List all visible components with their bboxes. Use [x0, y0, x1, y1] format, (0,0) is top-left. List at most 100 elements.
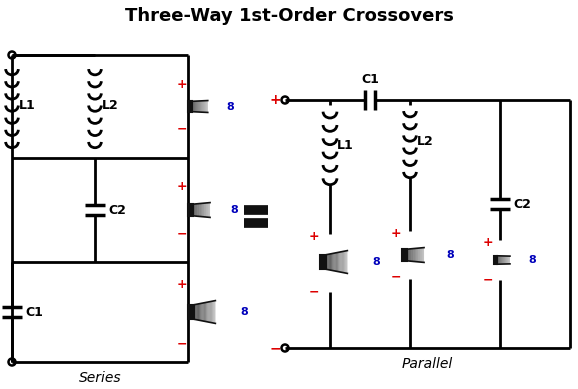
Polygon shape — [207, 100, 208, 112]
Polygon shape — [200, 303, 201, 321]
Text: −: − — [269, 341, 281, 355]
Polygon shape — [202, 203, 203, 217]
Text: +: + — [309, 230, 319, 242]
Polygon shape — [423, 248, 424, 263]
Polygon shape — [200, 101, 201, 112]
Polygon shape — [417, 248, 418, 262]
Polygon shape — [199, 304, 200, 321]
Polygon shape — [410, 249, 411, 261]
Text: +: + — [177, 179, 187, 193]
Polygon shape — [413, 249, 414, 261]
Polygon shape — [208, 302, 209, 322]
Polygon shape — [415, 248, 416, 262]
Polygon shape — [328, 254, 329, 270]
Polygon shape — [201, 303, 202, 321]
Polygon shape — [206, 101, 207, 112]
Text: −: − — [309, 286, 319, 298]
Polygon shape — [209, 203, 210, 217]
Polygon shape — [203, 101, 204, 112]
Polygon shape — [202, 101, 203, 112]
Polygon shape — [201, 203, 202, 217]
Polygon shape — [192, 204, 193, 216]
Polygon shape — [197, 204, 198, 216]
Polygon shape — [193, 101, 194, 112]
Polygon shape — [420, 248, 421, 262]
Polygon shape — [339, 252, 340, 272]
Polygon shape — [210, 301, 211, 322]
Text: Parallel: Parallel — [402, 357, 453, 371]
Polygon shape — [211, 301, 212, 323]
Polygon shape — [194, 305, 195, 319]
Bar — [320, 255, 326, 269]
Polygon shape — [346, 251, 347, 273]
Polygon shape — [409, 249, 410, 261]
Text: 8: 8 — [446, 250, 454, 260]
Polygon shape — [412, 249, 413, 261]
Polygon shape — [194, 204, 195, 216]
Bar — [188, 101, 192, 112]
Text: Series: Series — [79, 371, 121, 385]
Polygon shape — [202, 303, 203, 321]
Polygon shape — [344, 251, 346, 273]
Polygon shape — [204, 303, 205, 321]
Polygon shape — [197, 304, 198, 320]
Text: L2: L2 — [417, 135, 434, 148]
Bar — [188, 204, 192, 216]
Polygon shape — [408, 249, 409, 261]
Text: +: + — [177, 78, 187, 91]
Text: +: + — [177, 277, 187, 291]
Polygon shape — [411, 249, 412, 261]
Polygon shape — [198, 203, 199, 216]
Text: 8: 8 — [230, 205, 238, 215]
Polygon shape — [195, 204, 196, 216]
Polygon shape — [407, 249, 408, 261]
Polygon shape — [340, 252, 342, 272]
Bar — [494, 256, 497, 264]
Text: 8: 8 — [240, 307, 248, 317]
Polygon shape — [422, 248, 423, 262]
Text: +: + — [269, 93, 281, 107]
Polygon shape — [343, 251, 344, 273]
Polygon shape — [342, 251, 343, 273]
Polygon shape — [207, 302, 208, 322]
Text: −: − — [177, 338, 187, 350]
Polygon shape — [206, 302, 207, 322]
Polygon shape — [213, 301, 214, 323]
Polygon shape — [209, 301, 210, 322]
Polygon shape — [192, 101, 193, 112]
Polygon shape — [418, 248, 419, 262]
Text: L2: L2 — [102, 99, 118, 112]
Polygon shape — [193, 204, 194, 216]
Polygon shape — [334, 253, 335, 271]
Polygon shape — [330, 254, 331, 270]
Polygon shape — [198, 304, 199, 320]
Polygon shape — [212, 301, 213, 323]
Polygon shape — [338, 252, 339, 272]
Polygon shape — [195, 304, 197, 320]
Text: C2: C2 — [513, 198, 531, 210]
Text: C1: C1 — [361, 73, 379, 86]
Text: 8: 8 — [226, 102, 234, 112]
Polygon shape — [332, 254, 333, 270]
Polygon shape — [199, 101, 200, 112]
Polygon shape — [206, 203, 208, 217]
Bar — [188, 305, 194, 319]
Polygon shape — [214, 301, 216, 323]
Bar — [402, 249, 407, 261]
Polygon shape — [198, 101, 199, 112]
Polygon shape — [421, 248, 422, 262]
Polygon shape — [333, 253, 334, 271]
Polygon shape — [336, 252, 337, 272]
Polygon shape — [331, 254, 332, 270]
Polygon shape — [205, 203, 206, 217]
Polygon shape — [205, 302, 206, 322]
Text: C2: C2 — [108, 203, 126, 217]
Polygon shape — [199, 203, 201, 217]
Polygon shape — [414, 249, 415, 261]
Polygon shape — [197, 101, 198, 112]
Polygon shape — [203, 203, 204, 217]
Text: −: − — [483, 273, 493, 287]
Text: −: − — [391, 270, 401, 284]
Polygon shape — [204, 203, 205, 217]
Polygon shape — [419, 248, 420, 262]
